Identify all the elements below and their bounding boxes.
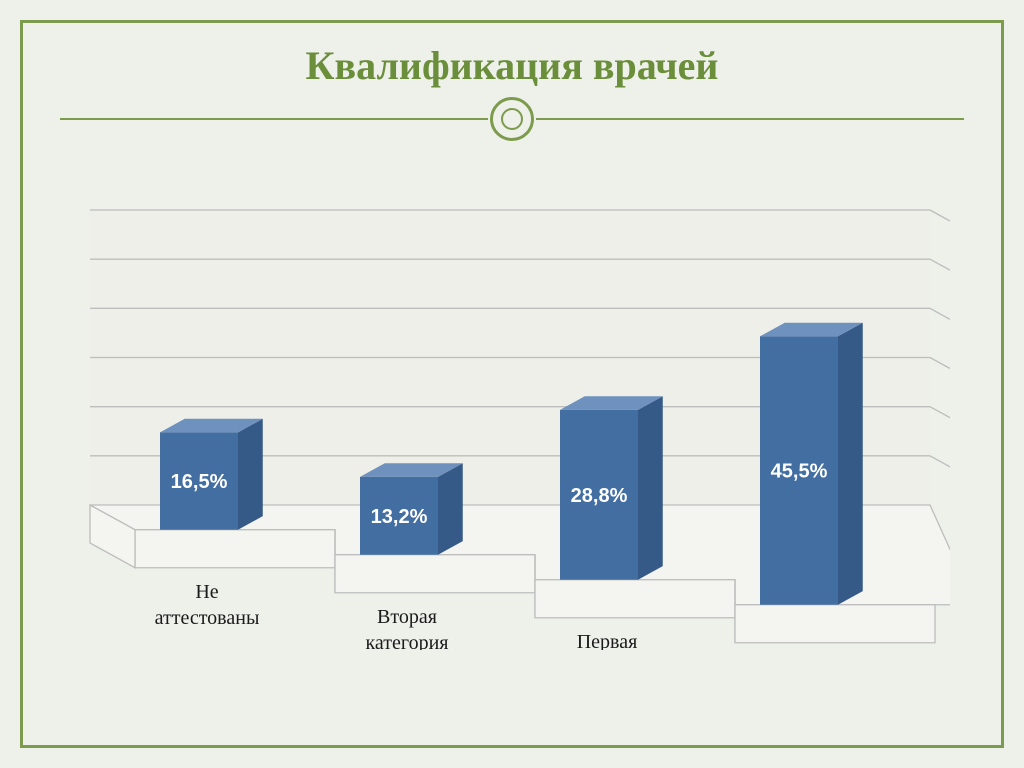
category-label: Первая [577,631,638,650]
qualification-bar-chart: 16,5% Не аттестованы 13,2% Вторая категория 28… [70,190,950,650]
chart-floor-front [335,555,535,593]
gridline-edge [930,259,950,271]
gridline-edge [930,407,950,419]
chart-floor-front [535,580,735,618]
category-label: категория [366,632,449,650]
category-label: аттестованы [155,607,260,629]
bar-value-label: 45,5% [771,461,828,483]
gridline-edge [930,308,950,320]
gridline-edge [930,210,950,222]
bar-side [638,396,663,580]
bar-side [838,323,863,605]
bar-value-label: 28,8% [571,485,628,507]
bar-value-label: 16,5% [171,471,228,493]
bar-side [238,419,263,530]
chart-floor-front [135,530,335,568]
chart-floor-front [735,605,935,643]
category-label: Не [195,581,218,603]
category-label: Вторая [377,606,437,628]
gridline-edge [930,358,950,370]
bar-value-label: 13,2% [371,506,428,528]
slide: Квалификация врачей 16,5% Не аттестованы 13… [0,0,1024,768]
bar-side [438,463,463,554]
slide-title: Квалификация врачей [0,42,1024,89]
title-ornament [488,95,536,143]
gridline-edge [930,456,950,468]
